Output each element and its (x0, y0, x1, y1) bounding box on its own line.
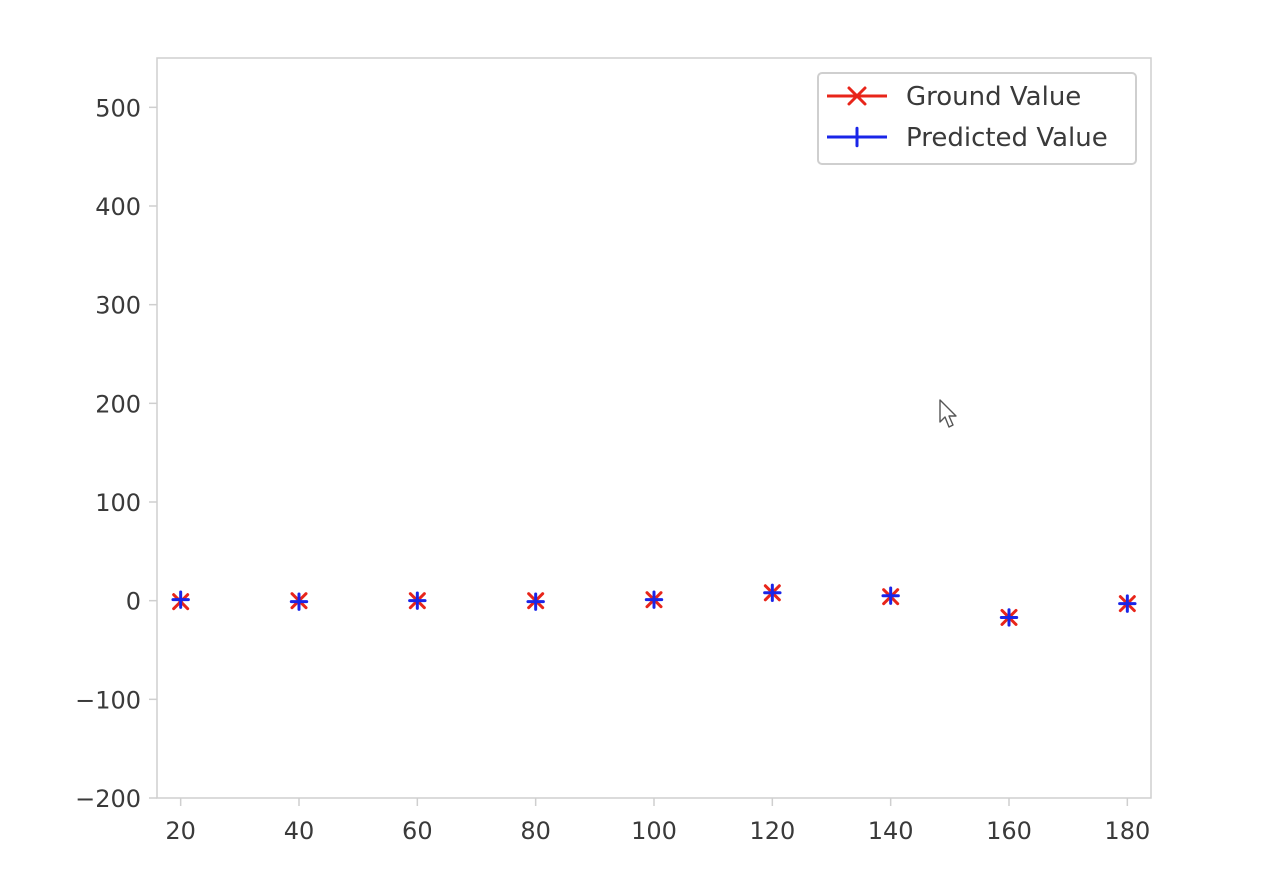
y-tick-label: −200 (75, 785, 141, 813)
predicted-value-point (526, 592, 545, 611)
mouse-pointer-icon (939, 399, 957, 428)
legend-item-ground-value: Ground Value (827, 82, 1081, 112)
predicted-value-point (408, 591, 427, 610)
predicted-value-point (763, 583, 782, 602)
y-tick-label: 0 (126, 588, 141, 616)
predicted-value-point (881, 586, 900, 605)
y-axis: −200 −100 0 100 200 300 400 500 (75, 94, 157, 813)
x-marker-stroke (847, 86, 867, 106)
y-tick-label: 300 (95, 292, 141, 320)
legend-x-marker (847, 86, 867, 106)
predicted-value-point (999, 608, 1019, 627)
legend-box (817, 72, 1137, 165)
y-tick-label: 500 (95, 94, 141, 122)
predicted-value-point (1118, 594, 1137, 613)
predicted-value-point (644, 590, 664, 609)
legend-label-ground: Ground Value (906, 82, 1081, 112)
y-tick-label: 200 (95, 390, 141, 418)
legend-item-predicted-value: Predicted Value (827, 123, 1108, 153)
x-axis: 20 40 60 80 100 120 140 160 180 (165, 798, 1150, 845)
legend-plus-marker (846, 126, 868, 148)
x-tick-label: 140 (868, 817, 914, 845)
legend-x-symbol (847, 86, 867, 106)
legend-plus-symbol (846, 126, 868, 148)
x-tick-label: 160 (986, 817, 1032, 845)
y-tick-label: −100 (75, 686, 141, 714)
predicted-value-point (171, 590, 190, 609)
y-tick-label: 400 (95, 193, 141, 221)
data-points (171, 583, 1137, 627)
x-tick-label: 100 (631, 817, 677, 845)
x-tick-label: 180 (1104, 817, 1150, 845)
x-tick-label: 80 (520, 817, 551, 845)
plot-area (156, 57, 1152, 799)
x-tick-label: 20 (165, 817, 196, 845)
x-tick-label: 40 (284, 817, 315, 845)
y-tick-label: 100 (95, 489, 141, 517)
x-tick-label: 60 (402, 817, 433, 845)
predicted-value-point (289, 592, 309, 611)
legend-label-predicted: Predicted Value (906, 123, 1108, 153)
legend: Ground Value Predicted Value (817, 72, 1137, 165)
x-tick-label: 120 (749, 817, 795, 845)
